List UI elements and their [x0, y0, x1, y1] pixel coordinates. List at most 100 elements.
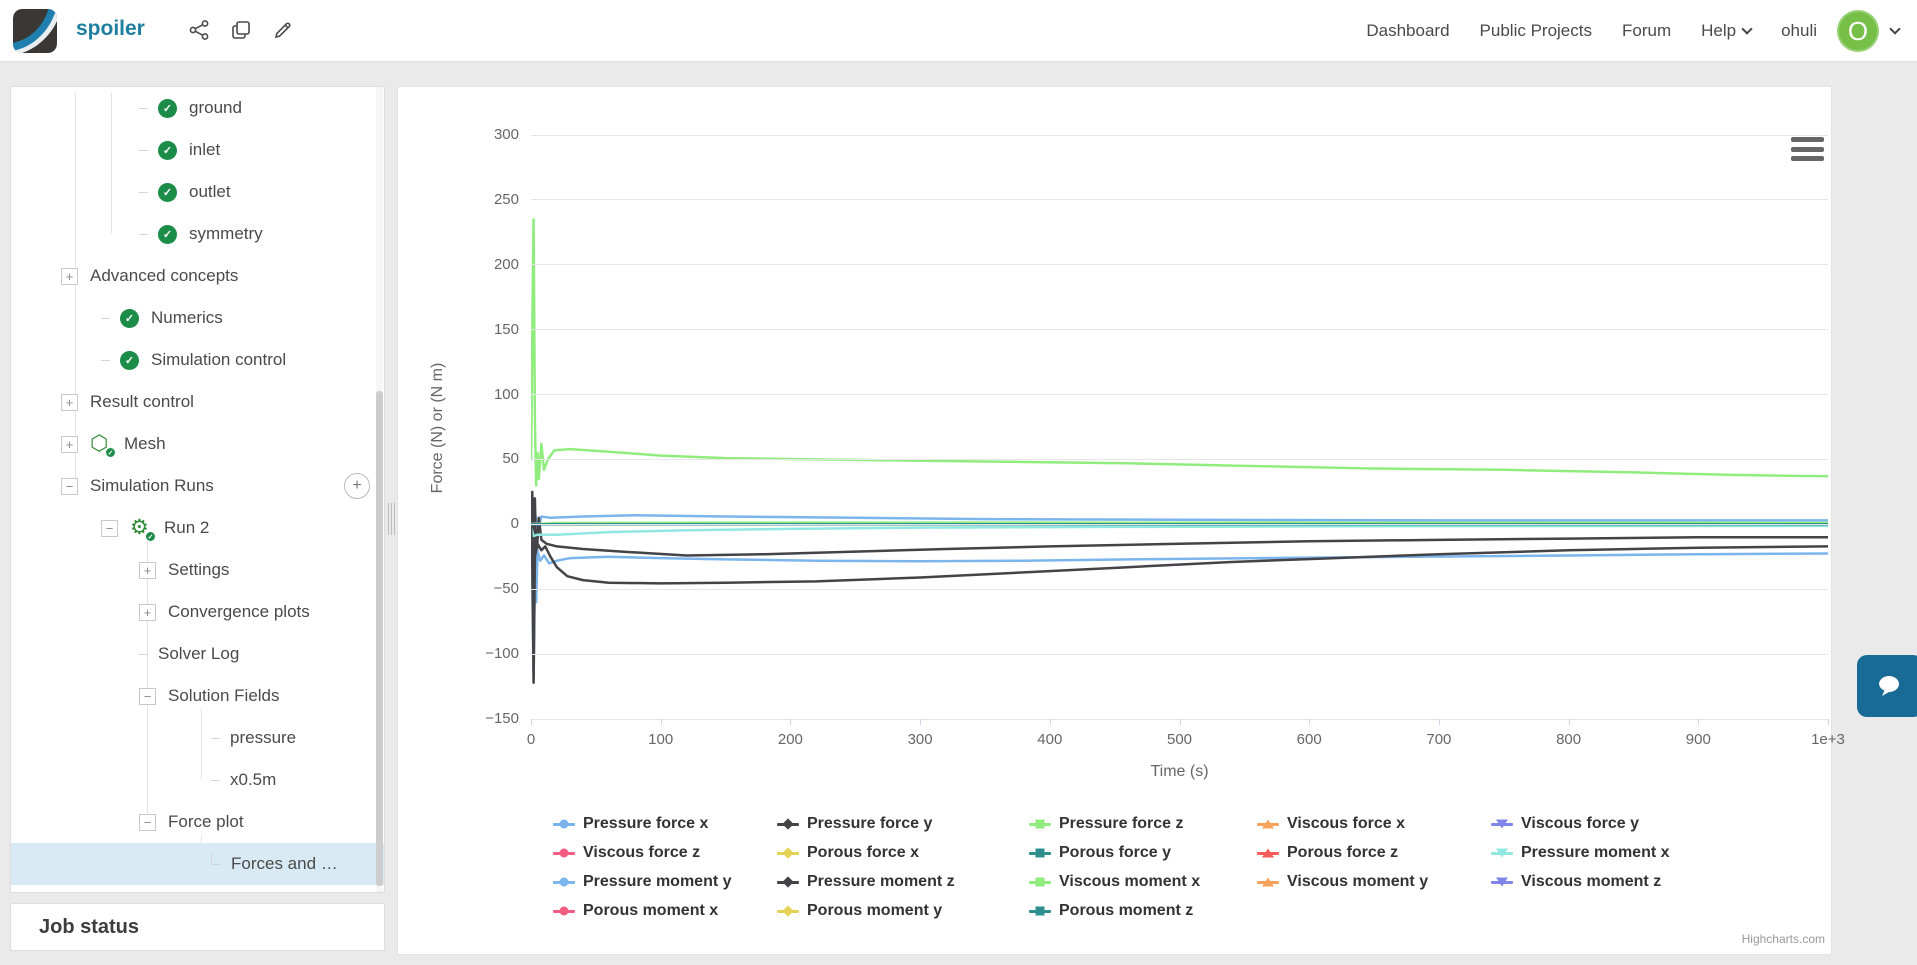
- legend-item-viscous-moment-x[interactable]: Viscous moment x: [1029, 871, 1257, 893]
- y-tick-label: 150: [493, 320, 519, 338]
- legend-label: Pressure moment x: [1521, 844, 1670, 861]
- collapse-icon[interactable]: −: [139, 687, 156, 705]
- series-plot[interactable]: [531, 135, 1828, 719]
- gridline: [531, 588, 1828, 590]
- legend-item-porous-force-x[interactable]: Porous force x: [777, 842, 1029, 864]
- legend-item-porous-moment-y[interactable]: Porous moment y: [777, 900, 1029, 922]
- diamond-marker-icon: [777, 818, 799, 830]
- tree-item-outlet[interactable]: ✓ outlet: [11, 171, 384, 213]
- legend-item-viscous-force-y[interactable]: Viscous force y: [1491, 813, 1701, 835]
- legend-label: Porous moment x: [583, 902, 719, 919]
- circle-marker-icon: [553, 905, 575, 917]
- support-chat-button[interactable]: [1857, 655, 1917, 717]
- diamond-marker-icon: [777, 876, 799, 888]
- sidebar-scrollbar[interactable]: [376, 87, 383, 892]
- check-circle-icon: ✓: [158, 182, 177, 202]
- expand-icon[interactable]: +: [139, 603, 156, 621]
- tree-item-label: Solution Fields: [168, 686, 280, 705]
- collapse-icon[interactable]: −: [61, 477, 78, 495]
- x-tick: [1309, 719, 1311, 725]
- tree-item-x0-5m[interactable]: x0.5m: [11, 759, 384, 801]
- legend-item-porous-force-y[interactable]: Porous force y: [1029, 842, 1257, 864]
- tree-item-solution-fields[interactable]: − Solution Fields: [11, 675, 384, 717]
- tree-item-label: Solver Log: [158, 644, 240, 663]
- tree-item-symmetry[interactable]: ✓ symmetry: [11, 213, 384, 255]
- x-tick: [1828, 719, 1829, 725]
- expand-icon[interactable]: +: [61, 435, 78, 453]
- tree-item-simulation-control[interactable]: ✓ Simulation control: [11, 339, 384, 381]
- highcharts-credit[interactable]: Highcharts.com: [1741, 932, 1825, 946]
- tree-item-ground[interactable]: ✓ ground: [11, 87, 384, 129]
- nav-username[interactable]: ohuli: [1781, 21, 1817, 40]
- y-tick-label: 0: [510, 515, 519, 533]
- circle-marker-icon: [553, 876, 575, 888]
- legend-item-pressure-force-z[interactable]: Pressure force z: [1029, 813, 1257, 835]
- tree-item-solver-log[interactable]: Solver Log: [11, 633, 384, 675]
- legend-item-porous-moment-z[interactable]: Porous moment z: [1029, 900, 1257, 922]
- series-line-pressure-force-y[interactable]: [531, 490, 1828, 604]
- share-icon[interactable]: [188, 19, 210, 41]
- legend-item-pressure-moment-z[interactable]: Pressure moment z: [777, 871, 1029, 893]
- nav-forum[interactable]: Forum: [1621, 21, 1672, 40]
- tree-item-advanced-concepts[interactable]: + Advanced concepts: [11, 255, 384, 297]
- edit-icon[interactable]: [272, 19, 294, 41]
- tree-item-numerics[interactable]: ✓ Numerics: [11, 297, 384, 339]
- nav-public-projects[interactable]: Public Projects: [1479, 21, 1592, 40]
- expand-icon[interactable]: +: [61, 267, 78, 285]
- x-tick-label: 0: [526, 731, 536, 748]
- add-run-button[interactable]: +: [344, 473, 370, 499]
- legend-item-pressure-moment-x[interactable]: Pressure moment x: [1491, 842, 1701, 864]
- tree-item-mesh[interactable]: + ⬡ ✓ Mesh: [11, 423, 384, 465]
- legend-item-viscous-moment-z[interactable]: Viscous moment z: [1491, 871, 1701, 893]
- legend-item-pressure-force-y[interactable]: Pressure force y: [777, 813, 1029, 835]
- x-tick-label: 100: [648, 731, 674, 748]
- nav-help[interactable]: Help: [1701, 21, 1753, 41]
- tree-item-inlet[interactable]: ✓ inlet: [11, 129, 384, 171]
- legend-item-viscous-moment-y[interactable]: Viscous moment y: [1257, 871, 1491, 893]
- tree-item-label: Run 2: [164, 518, 210, 537]
- app-logo[interactable]: [13, 9, 57, 53]
- tree-item-pressure[interactable]: pressure: [11, 717, 384, 759]
- collapse-icon[interactable]: −: [101, 519, 118, 537]
- square-marker-icon: [1029, 847, 1051, 859]
- app-header: spoiler Dashboard Public Projects Forum …: [0, 0, 1917, 62]
- sidebar-scrollbar-thumb[interactable]: [376, 391, 383, 886]
- series-line-pressure-moment-x[interactable]: [531, 524, 1828, 538]
- triangle-down-marker-icon: [1491, 847, 1513, 859]
- expand-icon[interactable]: +: [61, 393, 78, 411]
- tree-item-convergence-plots[interactable]: + Convergence plots: [11, 591, 384, 633]
- legend-item-viscous-force-z[interactable]: Viscous force z: [553, 842, 777, 864]
- gear-icon: ⚙ ✓: [130, 517, 156, 542]
- legend-item-viscous-force-x[interactable]: Viscous force x: [1257, 813, 1491, 835]
- x-tick: [660, 719, 662, 725]
- legend-item-porous-moment-x[interactable]: Porous moment x: [553, 900, 777, 922]
- tree-item-force-plot[interactable]: − Force plot: [11, 801, 384, 843]
- avatar[interactable]: O: [1837, 10, 1879, 52]
- tree-item-simulation-runs[interactable]: − Simulation Runs +: [11, 465, 384, 507]
- expand-icon[interactable]: +: [139, 561, 156, 579]
- chart-context-menu-icon[interactable]: [1791, 137, 1824, 161]
- collapse-icon[interactable]: −: [139, 813, 156, 831]
- legend-label: Viscous moment x: [1059, 873, 1201, 890]
- legend-item-pressure-force-x[interactable]: Pressure force x: [553, 813, 777, 835]
- series-line-pressure-force-z[interactable]: [531, 218, 1828, 487]
- series-line-pressure-moment-z[interactable]: [531, 523, 1828, 684]
- tree-item-forces-and[interactable]: Forces and …: [11, 843, 384, 885]
- account-chevron-down-icon[interactable]: [1889, 23, 1901, 35]
- tree-item-settings[interactable]: + Settings: [11, 549, 384, 591]
- panel-resize-handle[interactable]: [388, 503, 395, 535]
- square-marker-icon: [1029, 905, 1051, 917]
- legend-item-pressure-moment-y[interactable]: Pressure moment y: [553, 871, 777, 893]
- tree-item-result-control[interactable]: + Result control: [11, 381, 384, 423]
- x-axis-title: Time (s): [1150, 763, 1209, 780]
- x-tick: [920, 719, 922, 725]
- tree-item-run-2[interactable]: − ⚙ ✓ Run 2: [11, 507, 384, 549]
- x-tick: [1698, 719, 1700, 725]
- legend-item-porous-force-z[interactable]: Porous force z: [1257, 842, 1491, 864]
- tree-item-label: pressure: [230, 728, 297, 747]
- x-tick-label: 400: [1037, 731, 1063, 748]
- nav-dashboard[interactable]: Dashboard: [1366, 21, 1450, 40]
- tree-guide-line: [111, 93, 112, 233]
- x-tick-label: 200: [777, 731, 803, 748]
- duplicate-icon[interactable]: [230, 19, 252, 41]
